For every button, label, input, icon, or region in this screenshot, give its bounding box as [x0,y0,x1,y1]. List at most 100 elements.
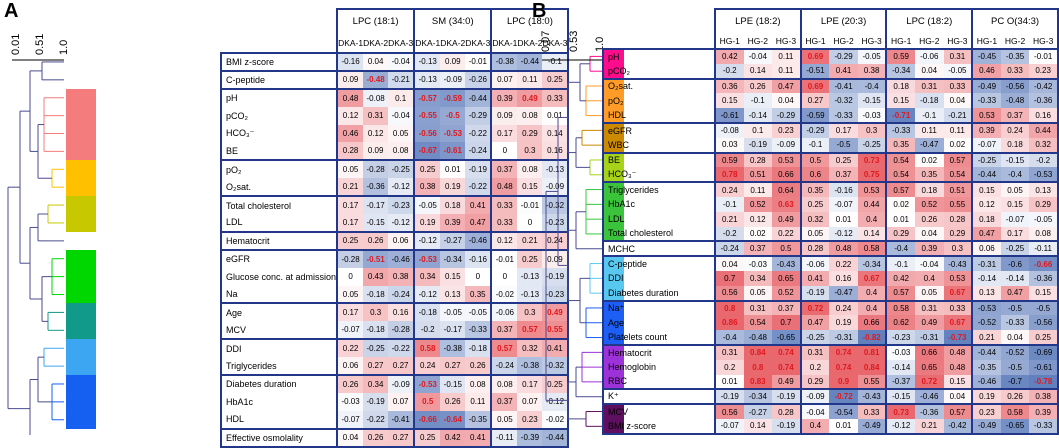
heatmap-cell: -0.14 [885,359,915,375]
subcolumn-header: DKA-1 [336,33,364,53]
heatmap-cell: 0.02 [743,226,773,243]
cluster-color-box [66,339,96,376]
heatmap-cell: 0.3 [517,142,543,162]
heatmap-cell: -0.05 [857,48,888,64]
table-row: Age 0.86 0.54 0.7 0.47 0.19 0.66 0.62 0.49 0.67 -0… [602,315,1059,331]
row-label: Na⁺ [602,299,715,316]
heatmap-cell: 0.15 [943,374,974,391]
heatmap-cell: -0.61 [440,142,466,162]
corner-cell [221,33,337,53]
table-row: Total cholesterol 0.17 -0.17 -0.23 -0.05 0.18… [219,195,570,215]
heatmap-cell: 0.83 [743,374,773,391]
column-header: SM (34:0) [413,8,493,33]
heatmap-cell: -0.49 [857,418,888,435]
heatmap-cell: 0.41 [829,63,858,80]
heatmap-cell: 0.15 [1000,196,1030,212]
heatmap-cell: -0.61 [713,108,744,124]
heatmap-cell: 0.55 [542,321,570,341]
heatmap-cell: 0.4 [857,299,888,316]
heatmap-cell: 0.49 [517,87,543,107]
heatmap-cell: -0.4 [1000,167,1030,184]
heatmap-cell: -0.36 [1029,270,1059,286]
heatmap-cell: 0.28 [336,142,364,162]
heatmap-cell: 0.35 [799,181,830,197]
heatmap-cell: -0.29 [829,48,858,64]
heatmap-cell: 0.37 [490,321,518,341]
heatmap-cell: 0.7 [772,315,802,331]
heatmap-cell: -0.51 [363,248,389,268]
row-label: Total cholesterol [219,195,338,215]
heatmap-cell: -0.16 [336,52,364,72]
heatmap-cell: 0.35 [885,137,915,154]
heatmap-cell: -0.5 [1000,359,1030,375]
table-row: BE 0.28 0.09 0.08 -0.67 -0.61 -0.24 0 0.3 0.16 [219,142,570,162]
heatmap-cell: 0.33 [943,77,974,94]
heatmap-cell: -0.05 [465,302,493,322]
heatmap-cell: 0.08 [490,374,518,393]
heatmap-cell: 0.66 [857,315,888,331]
corner-cell [221,9,337,33]
heatmap-cell: -0.46 [915,388,944,406]
table-row: MCV 0.56 -0.27 0.28 -0.04 -0.54 0.33 0.73 -0.36 0… [602,403,1059,419]
heatmap-cell: -0.33 [1029,418,1059,435]
row-label: HbA1c [602,196,715,212]
row-label: HDL [219,410,338,430]
table-row: C-peptide 0.09 -0.48 -0.21 -0.13 -0.09 -0.26 0.… [219,69,570,90]
heatmap-cell: -0.53 [971,299,1001,316]
row-label: Diabetes duration [602,285,715,302]
heatmap-cell: 0.41 [465,195,493,215]
heatmap-cell: 0.08 [465,374,493,393]
subcolumn-header: HG-3 [772,33,802,49]
heatmap-cell: 0.49 [542,302,570,322]
heatmap-cell: 0.04 [1000,330,1030,346]
heatmap-cell: 0.27 [799,93,830,109]
heatmap-cell: 0.47 [465,214,493,233]
heatmap-cell: -0.22 [465,124,493,143]
heatmap-cell: -0.44 [465,87,493,107]
heatmap-cell: 0.06 [971,240,1001,258]
heatmap-cell: -0.55 [413,106,441,125]
heatmap-cell: -0.14 [743,108,773,124]
heatmap-cell: 0.08 [1029,226,1059,243]
heatmap-cell: 0.37 [1000,108,1030,124]
heatmap-cell: 0.01 [713,374,744,391]
heatmap-cell: 0.06 [388,230,416,251]
heatmap-cell: 0.86 [713,315,744,331]
heatmap-cell: 0.17 [829,121,858,138]
heatmap-cell: -0.36 [1029,93,1059,109]
heatmap-cell: -0.1 [542,52,570,72]
heatmap-cell: -0.49 [971,418,1001,435]
heatmap-cell: 0.64 [772,181,802,197]
heatmap-cell: -0.18 [465,338,493,358]
heatmap-cell: -0.07 [336,410,364,430]
heatmap-cell: 0.23 [517,410,543,430]
heatmap-cell: 0.51 [743,167,773,184]
heatmap-cell: 0.4 [857,211,888,227]
heatmap-cell: -0.2 [713,63,744,80]
heatmap-cell: 0.39 [1029,403,1059,419]
heatmap-cell: -0.33 [1000,315,1030,331]
heatmap-cell: 0.08 [517,106,543,125]
heatmap-cell: 0.2 [799,359,830,375]
heatmap-cell: -0.52 [971,315,1001,331]
heatmap-cell: -0.82 [857,330,888,346]
heatmap-cell: -0.53 [413,374,441,393]
heatmap-cell: -0.66 [413,410,441,430]
heatmap-cell: -0.29 [465,106,493,125]
heatmap-cell: 0.02 [943,137,974,154]
heatmap-cell: 0.17 [336,302,364,322]
heatmap-cell: 0.12 [490,230,518,251]
heatmap-cell: 0.31 [713,343,744,360]
heatmap-cell: 0.66 [915,343,944,360]
heatmap-cell: 0.29 [885,226,915,243]
heatmap-cell: -0.06 [490,302,518,322]
cluster-color-box [66,375,96,429]
heatmap-cell: -0.19 [363,392,389,411]
panel-a: A 0.01 0.51 1.0 LPC (18:1) SM (34:0) LPC (… [0,0,570,448]
heatmap-cell: 0.38 [1029,388,1059,406]
heatmap-cell: 0.18 [1000,137,1030,154]
heatmap-cell: 0.33 [490,214,518,233]
heatmap-cell: 0.19 [971,388,1001,406]
heatmap-cell: 0.32 [517,338,543,358]
heatmap-cell: 0.14 [743,418,773,435]
